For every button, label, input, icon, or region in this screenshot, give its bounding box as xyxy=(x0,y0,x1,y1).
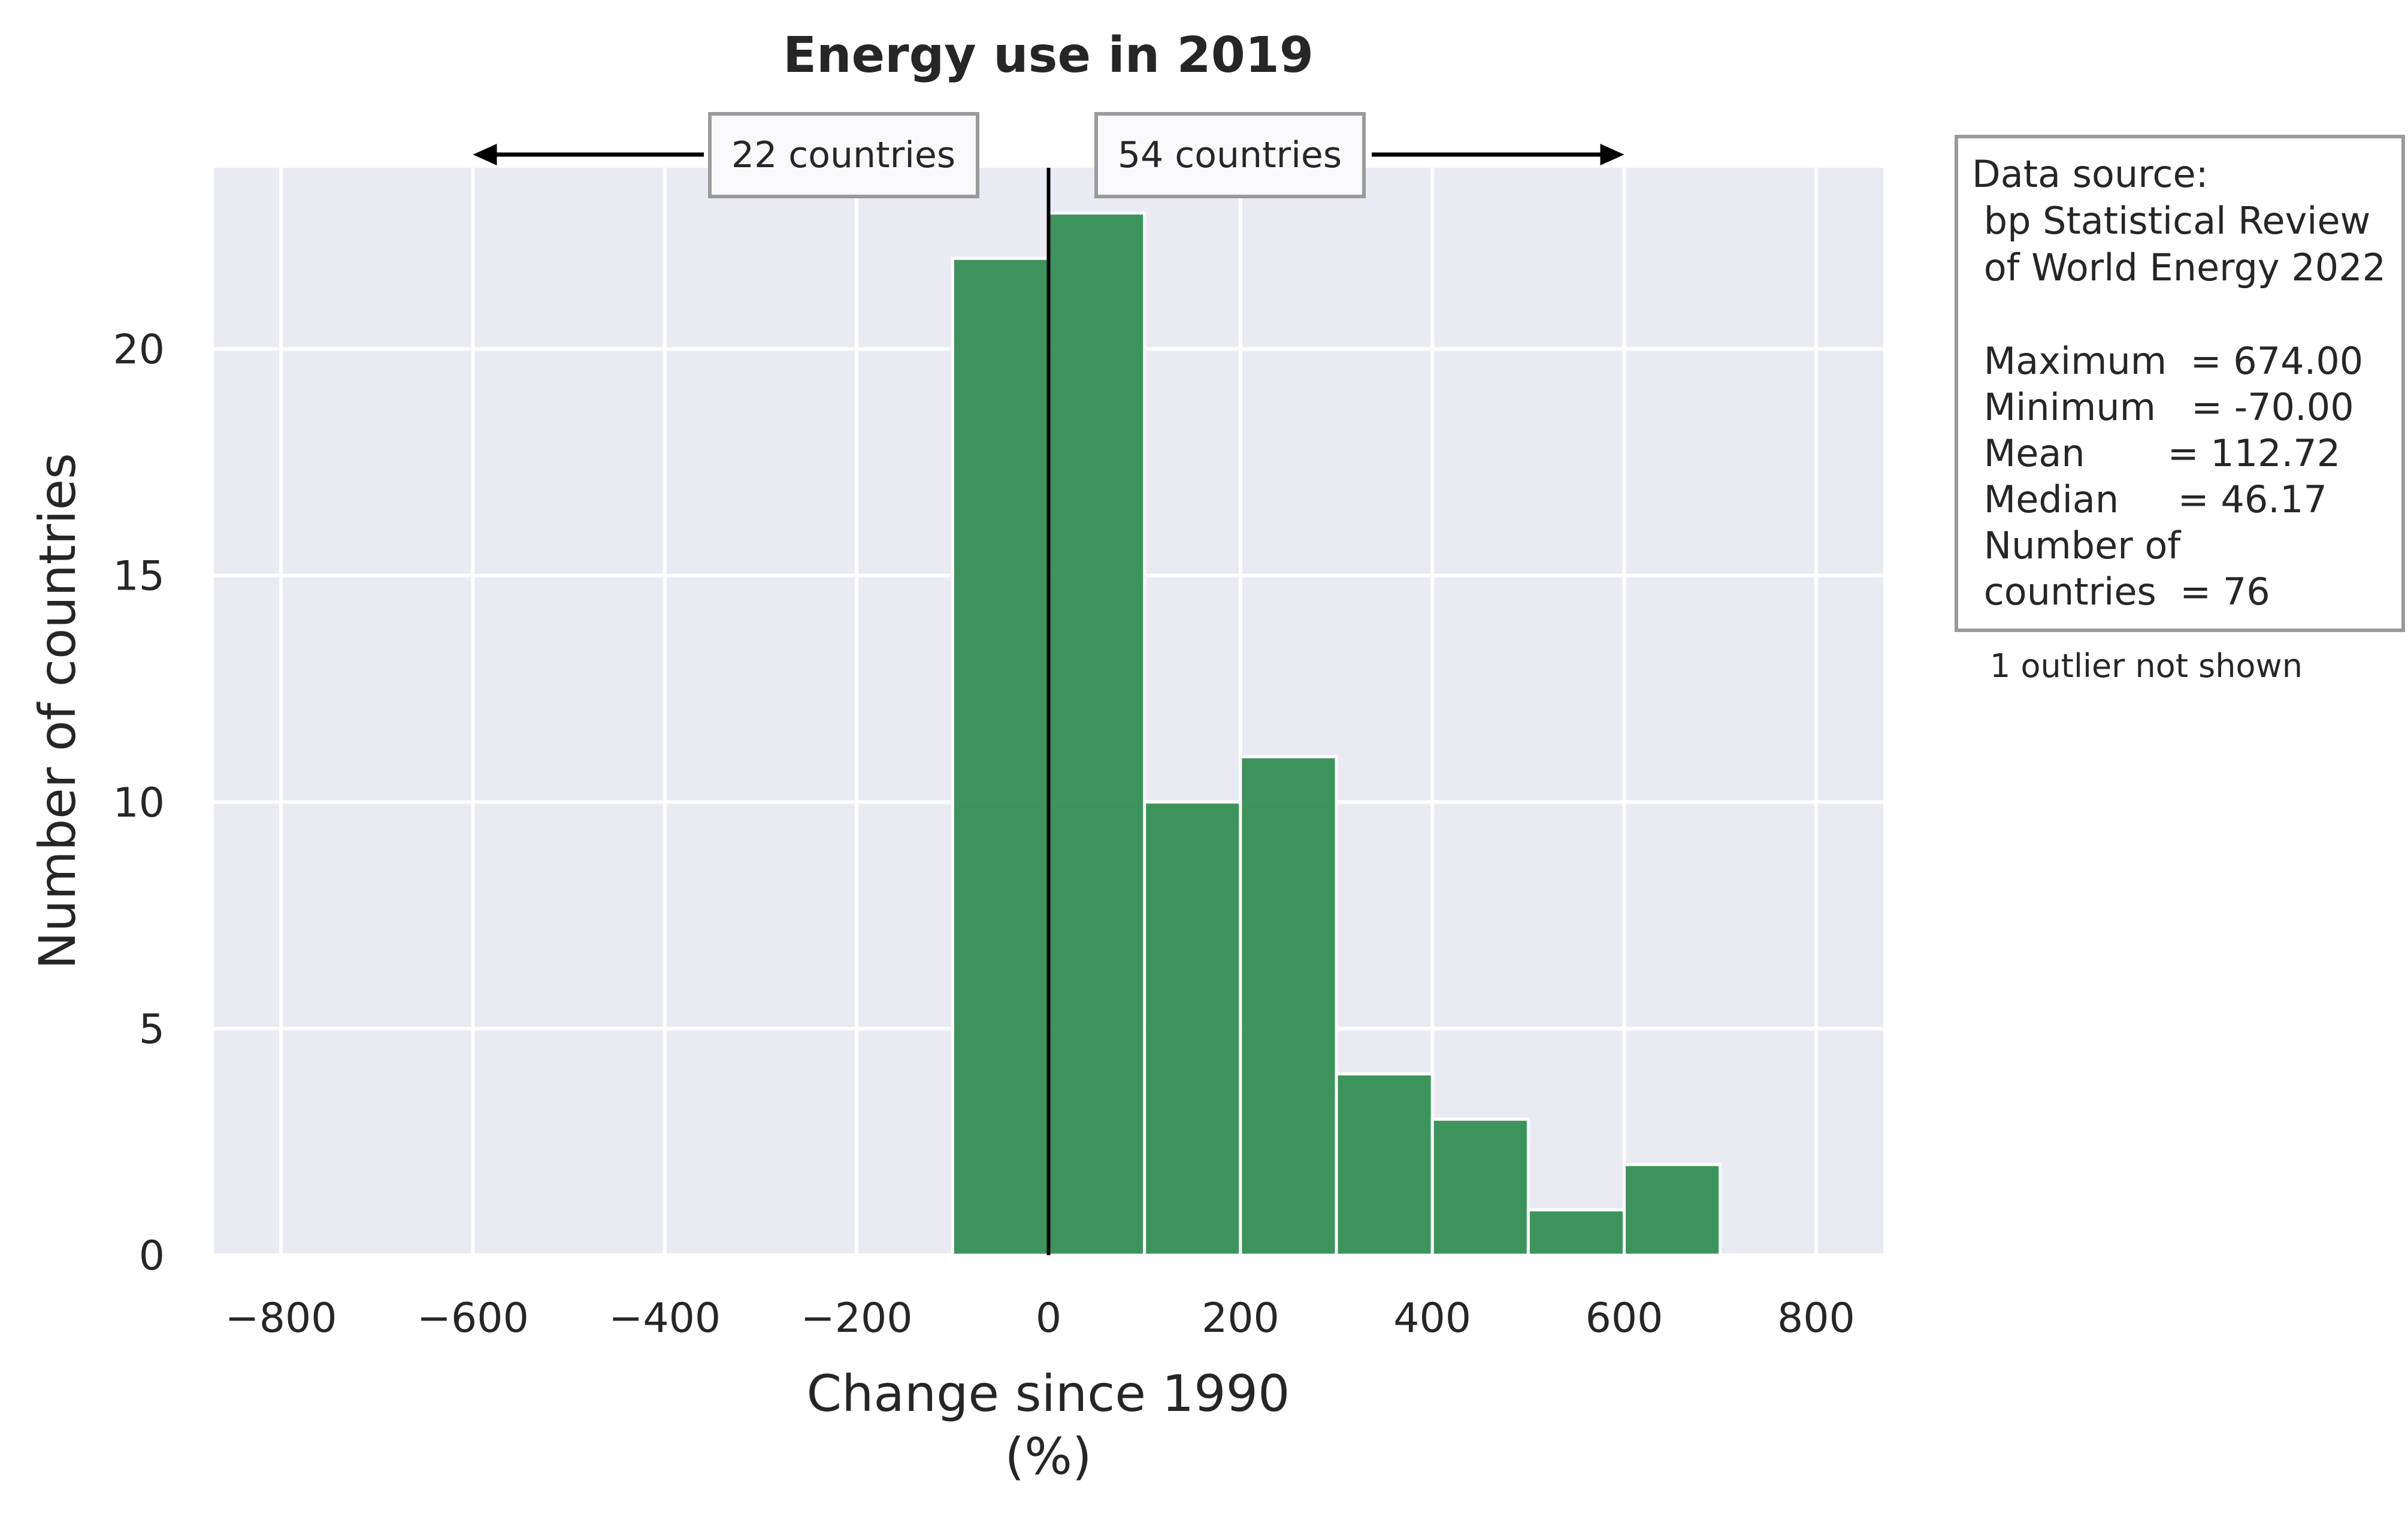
y-axis-label: Number of countries xyxy=(28,453,87,969)
info-line: bp Statistical Review xyxy=(1972,199,2370,243)
info-line: Number of xyxy=(1972,524,2182,567)
histogram-bar xyxy=(1143,800,1242,1257)
x-tick-label: −400 xyxy=(609,1295,721,1342)
x-tick-label: −200 xyxy=(801,1295,913,1342)
y-tick-label: 0 xyxy=(139,1232,165,1280)
x-tick-label: 800 xyxy=(1777,1295,1855,1342)
y-tick-label: 20 xyxy=(113,327,165,374)
histogram-bar xyxy=(1430,1117,1530,1257)
left-count-box xyxy=(708,112,979,198)
chart-title: Energy use in 2019 xyxy=(783,27,1314,84)
y-axis-ticks: 0 5 10 15 20 xyxy=(113,327,165,1280)
histogram-bar xyxy=(1623,1163,1722,1257)
x-tick-label: −600 xyxy=(417,1295,529,1342)
y-tick-label: 10 xyxy=(113,779,165,827)
right-count-label: 54 countries xyxy=(1118,134,1342,176)
x-tick-label: 400 xyxy=(1393,1295,1471,1342)
y-tick-label: 5 xyxy=(139,1006,165,1053)
histogram-bar xyxy=(1239,755,1338,1257)
x-axis-label: Change since 1990 xyxy=(807,1364,1290,1423)
x-tick-label: 600 xyxy=(1586,1295,1663,1342)
left-arrowhead xyxy=(473,144,497,165)
info-line: of World Energy 2022 xyxy=(1972,246,2386,289)
left-count-label: 22 countries xyxy=(731,134,955,176)
y-tick-label: 15 xyxy=(113,553,165,600)
info-line: Maximum = 674.00 xyxy=(1972,339,2363,383)
outlier-note: 1 outlier not shown xyxy=(1990,647,2303,685)
info-line: Data source: xyxy=(1972,152,2209,196)
count-annotations: 22 countries 54 countries xyxy=(473,112,1625,198)
histogram-bar xyxy=(1047,211,1146,1257)
info-box: Data source: bp Statistical Review of Wo… xyxy=(1955,135,2405,685)
histogram-bars xyxy=(951,168,1722,1257)
info-line: Minimum = -70.00 xyxy=(1972,385,2354,429)
x-tick-label: −800 xyxy=(225,1295,337,1342)
x-axis-unit: (%) xyxy=(1005,1427,1091,1486)
info-line: Mean = 112.72 xyxy=(1972,431,2340,475)
info-box-frame xyxy=(1955,135,2405,632)
x-tick-label: 0 xyxy=(1036,1295,1061,1342)
x-axis-ticks: −800 −600 −400 −200 0 200 400 600 800 xyxy=(225,1295,1855,1342)
histogram-bar xyxy=(1526,1208,1626,1257)
right-count-box xyxy=(1094,112,1366,198)
histogram-bar xyxy=(951,256,1051,1257)
right-arrowhead xyxy=(1600,144,1625,165)
x-tick-label: 200 xyxy=(1202,1295,1279,1342)
info-line: Median = 46.17 xyxy=(1972,478,2327,521)
info-line: countries = 76 xyxy=(1972,570,2270,614)
histogram-bar xyxy=(1335,1072,1434,1257)
